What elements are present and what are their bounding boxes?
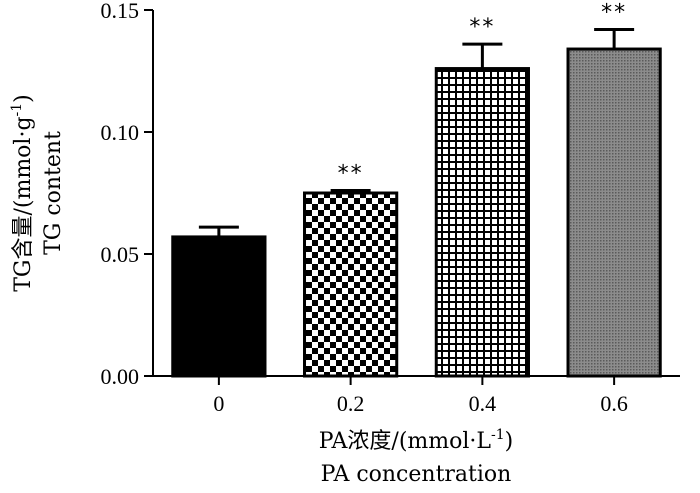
x-axis-title-line1: PA浓度/(mmol·L-1) xyxy=(319,427,514,454)
bar-0.4 xyxy=(434,67,530,378)
error-bars-layer xyxy=(198,28,635,237)
bar-0 xyxy=(171,235,267,378)
bars-layer xyxy=(171,47,662,378)
y-tick-label-0.10: 0.10 xyxy=(101,120,140,145)
error-bar-0.4 xyxy=(462,42,503,69)
x-tick-label-0.6: 0.6 xyxy=(600,391,628,416)
x-tick-label-0.4: 0.4 xyxy=(469,391,497,416)
significance-label-0.4: ** xyxy=(469,15,495,40)
y-axis-title-line2: TG content xyxy=(41,131,66,255)
error-bar-0.6 xyxy=(594,28,635,50)
y-ticks: 0.00 0.05 0.10 0.15 xyxy=(101,0,153,389)
significance-layer: ** ** ** xyxy=(338,1,627,187)
y-tick-label-0.15: 0.15 xyxy=(101,0,140,23)
y-axis-title: TG含量/(mmol·g-1) TG content xyxy=(9,94,66,292)
y-axis-title-line1: TG含量/(mmol·g-1) xyxy=(9,94,36,292)
x-ticks: 0 0.2 0.4 0.6 xyxy=(213,376,628,416)
x-axis-title-line2: PA concentration xyxy=(321,462,512,487)
y-tick-label-0.05: 0.05 xyxy=(101,242,140,267)
bar-0.6 xyxy=(566,47,662,378)
x-axis-title: PA浓度/(mmol·L-1) PA concentration xyxy=(319,427,514,487)
error-bar-0 xyxy=(198,225,239,237)
x-tick-label-0: 0 xyxy=(213,391,224,416)
significance-label-0.6: ** xyxy=(601,1,627,26)
bar-0.2 xyxy=(303,191,399,378)
x-tick-label-0.2: 0.2 xyxy=(337,391,365,416)
significance-label-0.2: ** xyxy=(338,162,364,187)
error-bar-0.2 xyxy=(330,189,371,193)
y-tick-label-0.00: 0.00 xyxy=(101,364,140,389)
